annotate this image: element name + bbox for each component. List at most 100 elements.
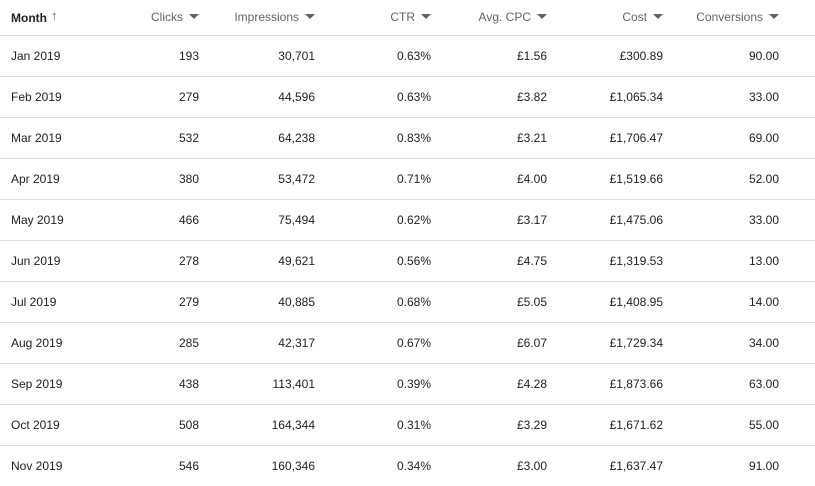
table-header-row: Month ↑ Clicks Impressions CTR Avg. CPC C… bbox=[0, 0, 815, 36]
table-row: Jul 2019 279 40,885 0.68% £5.05 £1,408.95 14.0… bbox=[0, 281, 815, 323]
cell-ctr: 0.34% bbox=[396, 458, 431, 473]
column-header-label: Conversions bbox=[696, 10, 763, 25]
cell-ctr: 0.68% bbox=[315, 281, 431, 323]
table-row: Oct 2019 508 164,344 0.31% £3.29 £1,671.62 55.… bbox=[0, 404, 815, 446]
cell-avg-cpc: £3.82 bbox=[431, 76, 547, 118]
cell-cost: £1,065.34 bbox=[547, 76, 663, 118]
cell-month: Nov 2019 bbox=[11, 458, 63, 473]
cell-clicks: 193 bbox=[120, 35, 199, 77]
cell-conversions: 91.00 bbox=[748, 458, 779, 473]
cell-avg-cpc: £1.56 bbox=[431, 35, 547, 77]
cell-avg-cpc: £3.29 bbox=[431, 404, 547, 446]
cell-clicks: 285 bbox=[120, 322, 199, 364]
cell-clicks: 279 bbox=[120, 281, 199, 323]
cell-impressions: 160,346 bbox=[271, 458, 315, 473]
cell-cost: £1,519.66 bbox=[547, 158, 663, 200]
cell-avg-cpc: £5.05 bbox=[431, 281, 547, 323]
caret-down-icon[interactable] bbox=[537, 14, 547, 20]
cell-conversions: 69.00 bbox=[663, 117, 779, 159]
column-header-month[interactable]: Month ↑ bbox=[0, 0, 120, 36]
cell-conversions: 33.00 bbox=[663, 199, 779, 241]
column-header-label: Avg. CPC bbox=[478, 10, 531, 25]
table-row: Sep 2019 438 113,401 0.39% £4.28 £1,873.66 63.… bbox=[0, 363, 815, 405]
cell-avg-cpc: £6.07 bbox=[431, 322, 547, 364]
column-header-label: Month bbox=[11, 10, 47, 25]
cell-ctr: 0.67% bbox=[315, 322, 431, 364]
cell-ctr: 0.39% bbox=[315, 363, 431, 405]
column-header-impressions[interactable]: Impressions bbox=[199, 0, 315, 36]
row-spacer bbox=[779, 281, 815, 323]
row-spacer bbox=[779, 76, 815, 118]
row-spacer bbox=[779, 117, 815, 159]
row-spacer bbox=[779, 404, 815, 446]
caret-down-icon[interactable] bbox=[305, 14, 315, 20]
cell-impressions: 42,317 bbox=[199, 322, 315, 364]
cell-conversions: 33.00 bbox=[663, 76, 779, 118]
column-header-conversions[interactable]: Conversions bbox=[663, 0, 779, 36]
column-header-avg-cpc[interactable]: Avg. CPC bbox=[431, 0, 547, 36]
cell-conversions: 14.00 bbox=[663, 281, 779, 323]
cell-month: Oct 2019 bbox=[0, 404, 120, 446]
table-row: Jan 2019 193 30,701 0.63% £1.56 £300.89 90.00 bbox=[0, 35, 815, 77]
caret-down-icon[interactable] bbox=[653, 14, 663, 20]
cell-conversions: 13.00 bbox=[663, 240, 779, 282]
cell-avg-cpc: £3.21 bbox=[431, 117, 547, 159]
caret-down-icon[interactable] bbox=[421, 14, 431, 20]
cell-impressions: 64,238 bbox=[199, 117, 315, 159]
cell-clicks: 532 bbox=[120, 117, 199, 159]
row-spacer bbox=[779, 158, 815, 200]
cell-clicks: 438 bbox=[120, 363, 199, 405]
row-spacer bbox=[779, 363, 815, 405]
cell-conversions: 55.00 bbox=[663, 404, 779, 446]
cell-cost: £1,475.06 bbox=[547, 199, 663, 241]
table-row: Aug 2019 285 42,317 0.67% £6.07 £1,729.34 34.0… bbox=[0, 322, 815, 364]
cell-ctr: 0.83% bbox=[315, 117, 431, 159]
cell-impressions: 164,344 bbox=[199, 404, 315, 446]
cell-clicks: 279 bbox=[120, 76, 199, 118]
cell-ctr: 0.63% bbox=[315, 35, 431, 77]
cell-avg-cpc: £4.28 bbox=[431, 363, 547, 405]
cell-impressions: 40,885 bbox=[199, 281, 315, 323]
table-row: Nov 2019 546 160,346 0.34% £3.00 £1,637.47 91.… bbox=[0, 445, 815, 486]
cell-conversions: 52.00 bbox=[663, 158, 779, 200]
row-spacer bbox=[779, 199, 815, 241]
cell-clicks: 380 bbox=[120, 158, 199, 200]
column-header-label: Clicks bbox=[151, 10, 183, 25]
cell-avg-cpc: £3.17 bbox=[431, 199, 547, 241]
cell-cost: £1,706.47 bbox=[547, 117, 663, 159]
cell-avg-cpc: £3.00 bbox=[516, 458, 547, 473]
cell-cost: £1,873.66 bbox=[547, 363, 663, 405]
cell-cost: £1,729.34 bbox=[547, 322, 663, 364]
cell-impressions: 44,596 bbox=[199, 76, 315, 118]
arrow-up-icon: ↑ bbox=[50, 7, 58, 23]
cell-month: Aug 2019 bbox=[0, 322, 120, 364]
table-row: Feb 2019 279 44,596 0.63% £3.82 £1,065.34 33.0… bbox=[0, 76, 815, 118]
cell-month: Feb 2019 bbox=[0, 76, 120, 118]
column-header-ctr[interactable]: CTR bbox=[315, 0, 431, 36]
cell-clicks: 466 bbox=[120, 199, 199, 241]
cell-month: Jul 2019 bbox=[0, 281, 120, 323]
column-header-clicks[interactable]: Clicks bbox=[120, 0, 199, 36]
column-header-cost[interactable]: Cost bbox=[547, 0, 663, 36]
cell-month: Jun 2019 bbox=[0, 240, 120, 282]
caret-down-icon[interactable] bbox=[189, 14, 199, 20]
cell-ctr: 0.63% bbox=[315, 76, 431, 118]
table-row: Jun 2019 278 49,621 0.56% £4.75 £1,319.53 13.0… bbox=[0, 240, 815, 282]
cell-impressions: 49,621 bbox=[199, 240, 315, 282]
cell-impressions: 53,472 bbox=[199, 158, 315, 200]
column-header-label: CTR bbox=[390, 10, 415, 25]
cell-ctr: 0.71% bbox=[315, 158, 431, 200]
cell-cost: £1,637.47 bbox=[609, 458, 663, 473]
table-row: May 2019 466 75,494 0.62% £3.17 £1,475.06 33.0… bbox=[0, 199, 815, 241]
cell-clicks: 278 bbox=[120, 240, 199, 282]
cell-cost: £1,408.95 bbox=[547, 281, 663, 323]
cell-impressions: 113,401 bbox=[199, 363, 315, 405]
cell-cost: £1,319.53 bbox=[547, 240, 663, 282]
caret-down-icon[interactable] bbox=[769, 14, 779, 20]
row-spacer bbox=[779, 35, 815, 77]
table-body: Jan 2019 193 30,701 0.63% £1.56 £300.89 90.00 F… bbox=[0, 35, 815, 486]
cell-cost: £300.89 bbox=[547, 35, 663, 77]
cell-avg-cpc: £4.75 bbox=[431, 240, 547, 282]
table-row: Apr 2019 380 53,472 0.71% £4.00 £1,519.66 52.0… bbox=[0, 158, 815, 200]
cell-avg-cpc: £4.00 bbox=[431, 158, 547, 200]
